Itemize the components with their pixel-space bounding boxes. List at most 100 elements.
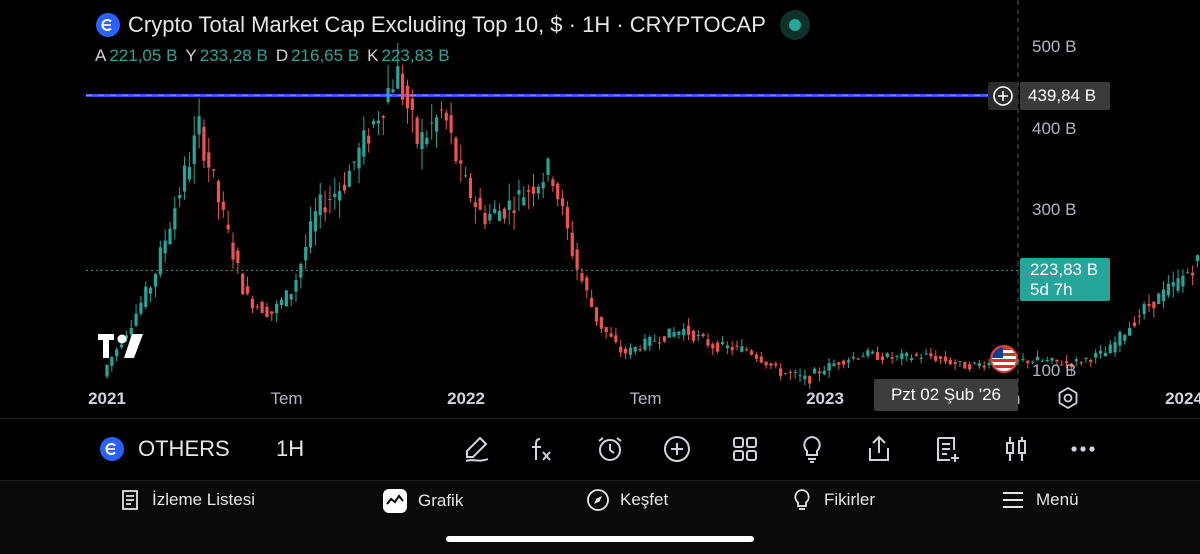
- us-flag-icon[interactable]: [990, 345, 1018, 373]
- candle-body-131: [740, 346, 744, 352]
- candle-body-134: [754, 354, 759, 359]
- candle-body-90: [541, 182, 545, 189]
- candle-body-44: [318, 194, 322, 216]
- candle-body-164: [900, 353, 904, 360]
- candle-body-34: [270, 311, 274, 314]
- candle-body-13: [168, 228, 172, 244]
- candle-body-176: [958, 361, 962, 363]
- nav-ideas[interactable]: Fikirler: [790, 488, 875, 512]
- add-note-icon[interactable]: [931, 432, 965, 466]
- candle-body-107: [623, 348, 628, 354]
- market-status-icon[interactable]: [779, 10, 810, 40]
- candle-body-105: [614, 335, 618, 343]
- candle-body-163: [895, 355, 899, 357]
- candle-body-124: [706, 339, 710, 346]
- interval-button[interactable]: 1H: [276, 436, 305, 461]
- drawing-tools-pen-icon[interactable]: [460, 432, 494, 466]
- candle-body-113: [653, 340, 657, 342]
- candle-body-175: [953, 362, 957, 365]
- more-options-icon[interactable]: [1066, 432, 1100, 466]
- candle-body-36: [279, 299, 284, 306]
- candle-body-40: [299, 263, 303, 278]
- candle-body-169: [924, 353, 928, 355]
- share-icon[interactable]: [862, 432, 896, 466]
- candle-body-192: [1035, 356, 1040, 361]
- candle-body-153: [846, 360, 851, 363]
- candle-body-218: [1161, 289, 1166, 302]
- candle-body-63: [410, 98, 414, 110]
- candle-body-188: [1016, 359, 1020, 361]
- candle-body-199: [1069, 363, 1074, 368]
- candle-body-100: [590, 297, 594, 307]
- candle-body-191: [1031, 361, 1035, 363]
- candle-body-2: [115, 349, 119, 357]
- nav-ideas-label: Fikirler: [824, 490, 875, 509]
- nav-chart[interactable]: Grafik: [382, 488, 463, 514]
- candle-body-71: [449, 115, 453, 133]
- candle-body-125: [711, 344, 715, 349]
- candle-body-118: [677, 331, 681, 335]
- indicators-fx-icon[interactable]: [524, 432, 558, 466]
- candle-body-76: [473, 202, 477, 207]
- add-plus-icon[interactable]: [660, 432, 694, 466]
- candles: [105, 42, 1200, 389]
- y-tick-label: 100 B: [1032, 361, 1076, 380]
- nav-watchlist[interactable]: İzleme Listesi: [118, 488, 255, 512]
- candle-body-48: [338, 191, 342, 201]
- candle-body-198: [1065, 361, 1069, 364]
- ohlc-low: D 216,65 B: [275, 46, 360, 65]
- candle-body-117: [672, 332, 676, 337]
- symbol-logo-icon[interactable]: [100, 437, 124, 461]
- candle-body-85: [517, 190, 521, 195]
- x-tick-label: Tem: [270, 389, 302, 408]
- candle-body-73: [459, 160, 463, 164]
- candle-body-179: [972, 362, 977, 364]
- candle-body-101: [594, 307, 599, 322]
- layouts-grid-icon[interactable]: [728, 432, 762, 466]
- compass-icon: [587, 489, 609, 511]
- nav-explore[interactable]: Keşfet: [586, 488, 668, 512]
- chart-type-candles-icon[interactable]: [999, 432, 1033, 466]
- candle-body-161: [885, 353, 889, 358]
- candle-body-111: [643, 338, 647, 350]
- candle-body-203: [1089, 359, 1093, 362]
- last-price-label: 223,83 B 5d 7h: [1020, 258, 1110, 301]
- symbol-button[interactable]: OTHERS: [138, 436, 230, 461]
- candle-body-158: [871, 351, 875, 354]
- nav-explore-label: Keşfet: [620, 490, 669, 509]
- x-tick-label: 2024: [1165, 389, 1200, 408]
- candle-body-109: [633, 346, 637, 352]
- candle-body-142: [793, 371, 797, 373]
- ideas-lightbulb-icon[interactable]: [795, 432, 829, 466]
- candle-body-103: [604, 327, 608, 333]
- candle-body-150: [832, 363, 836, 367]
- candle-body-137: [769, 363, 773, 366]
- candle-body-55: [371, 120, 376, 125]
- candle-body-160: [880, 356, 885, 361]
- candle-body-172: [938, 356, 943, 359]
- candle-body-204: [1094, 352, 1098, 358]
- candle-body-86: [522, 197, 526, 206]
- candle-body-50: [347, 170, 351, 187]
- candle-body-205: [1098, 350, 1103, 354]
- candle-body-162: [890, 357, 894, 359]
- candle-body-4: [124, 335, 128, 339]
- candle-body-129: [730, 347, 734, 351]
- candle-body-196: [1055, 359, 1059, 362]
- candle-body-189: [1021, 358, 1025, 360]
- add-alert-plus-icon[interactable]: [988, 82, 1018, 110]
- candle-body-132: [745, 349, 749, 351]
- candle-body-133: [749, 350, 754, 355]
- nav-menu[interactable]: Menü: [1000, 488, 1079, 512]
- candle-body-126: [716, 342, 720, 352]
- candle-body-92: [551, 179, 555, 186]
- candle-body-11: [158, 247, 162, 275]
- candle-body-116: [667, 328, 671, 338]
- candle-body-197: [1060, 364, 1064, 366]
- candle-body-41: [304, 246, 308, 261]
- alert-clock-icon[interactable]: [593, 432, 627, 466]
- chart-settings-icon[interactable]: [1056, 386, 1080, 415]
- candle-body-33: [265, 306, 269, 317]
- candle-body-19: [197, 116, 201, 135]
